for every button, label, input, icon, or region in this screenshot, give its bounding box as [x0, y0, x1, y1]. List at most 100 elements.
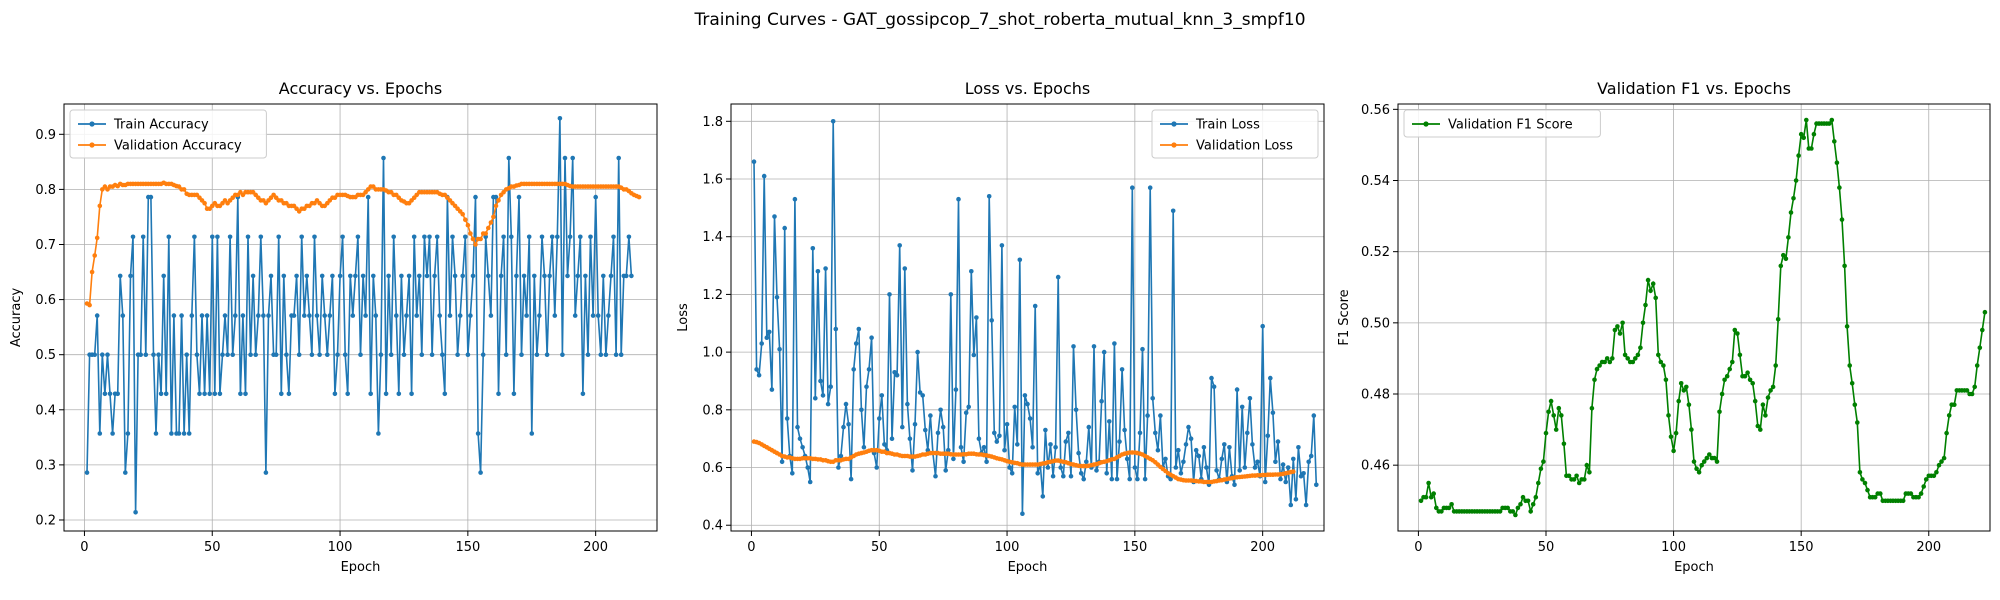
data-point — [1862, 480, 1868, 486]
data-point — [261, 313, 266, 318]
data-point — [938, 407, 943, 413]
data-point — [89, 269, 95, 275]
data-point — [1934, 470, 1939, 475]
data-point — [1656, 352, 1661, 358]
data-point — [1181, 459, 1186, 465]
data-point — [1730, 359, 1735, 365]
data-point — [493, 194, 499, 200]
data-point — [966, 404, 971, 410]
data-point — [468, 231, 473, 236]
data-point — [322, 313, 328, 318]
data-point — [879, 393, 885, 398]
data-point — [509, 234, 514, 240]
data-point — [1921, 484, 1926, 489]
data-point — [529, 431, 535, 436]
data-point — [1268, 375, 1273, 381]
data-point — [399, 273, 404, 279]
data-point — [549, 234, 555, 240]
data-point — [874, 465, 879, 470]
data-point — [148, 194, 154, 200]
data-point — [805, 465, 810, 470]
data-point — [790, 471, 795, 476]
data-point — [1964, 388, 1970, 393]
y-tick-label: 0.5 — [35, 348, 56, 363]
data-point — [1847, 363, 1852, 368]
data-point — [1946, 413, 1952, 418]
x-tick-label: 150 — [1122, 540, 1147, 555]
data-point — [524, 313, 529, 318]
data-point — [1099, 398, 1104, 404]
data-point — [915, 349, 920, 355]
data-point — [501, 234, 506, 240]
data-point — [1227, 445, 1232, 450]
y-tick-label: 1.6 — [702, 173, 723, 188]
data-point — [94, 235, 100, 241]
data-point — [1783, 256, 1789, 262]
data-point — [889, 436, 895, 442]
data-point — [1528, 509, 1533, 514]
x-tick-label: 200 — [583, 540, 608, 555]
data-point — [161, 273, 166, 279]
x-tick-label: 200 — [1250, 540, 1275, 555]
data-point — [478, 236, 483, 242]
x-tick-label: 150 — [1789, 540, 1814, 555]
data-point — [910, 468, 915, 473]
data-point — [396, 391, 402, 397]
data-point — [419, 352, 425, 358]
data-point — [902, 266, 908, 271]
data-point — [350, 313, 356, 318]
data-point — [1130, 185, 1135, 190]
data-point — [1587, 470, 1592, 475]
data-point — [1446, 505, 1452, 511]
y-tick-label: 1.0 — [702, 346, 723, 361]
data-point — [894, 372, 900, 378]
data-point — [179, 313, 184, 318]
data-point — [468, 313, 473, 318]
y-tick-label: 0.7 — [35, 238, 56, 253]
chart-title: Validation F1 vs. Epochs — [1597, 79, 1791, 98]
data-point — [887, 292, 892, 297]
data-point — [1145, 413, 1150, 418]
data-point — [779, 459, 785, 465]
data-point — [1918, 491, 1924, 496]
data-point — [1763, 413, 1768, 418]
data-point — [1043, 427, 1048, 433]
data-point — [128, 273, 133, 279]
data-point — [900, 424, 905, 430]
data-point — [838, 453, 844, 459]
data-point — [784, 416, 790, 421]
data-point — [1002, 447, 1007, 453]
data-point — [636, 194, 642, 200]
data-point — [1556, 405, 1562, 411]
data-point — [1032, 303, 1038, 309]
data-point — [1804, 117, 1809, 123]
data-point — [851, 367, 856, 372]
data-point — [1701, 459, 1707, 464]
data-point — [284, 352, 289, 358]
data-point — [572, 313, 578, 318]
data-point — [1775, 317, 1781, 322]
data-point — [1132, 465, 1138, 470]
data-point — [961, 459, 966, 465]
data-point — [810, 246, 816, 251]
data-point — [1752, 398, 1758, 404]
chart-title: Accuracy vs. Epochs — [279, 79, 442, 98]
data-point — [1234, 387, 1240, 392]
data-point — [1737, 352, 1743, 358]
data-point — [953, 387, 959, 392]
data-point — [1625, 356, 1630, 361]
data-point — [830, 119, 836, 124]
data-point — [1536, 480, 1541, 486]
data-point — [580, 391, 586, 397]
data-point — [447, 313, 453, 318]
axes-frame — [63, 103, 658, 532]
data-point — [756, 372, 762, 378]
data-point — [204, 313, 210, 318]
data-point — [391, 234, 397, 240]
data-point — [473, 194, 478, 200]
data-point — [325, 352, 330, 358]
data-point — [332, 391, 338, 397]
data-point — [1640, 320, 1646, 326]
data-point — [450, 234, 455, 240]
x-axis-label: Epoch — [341, 560, 381, 575]
